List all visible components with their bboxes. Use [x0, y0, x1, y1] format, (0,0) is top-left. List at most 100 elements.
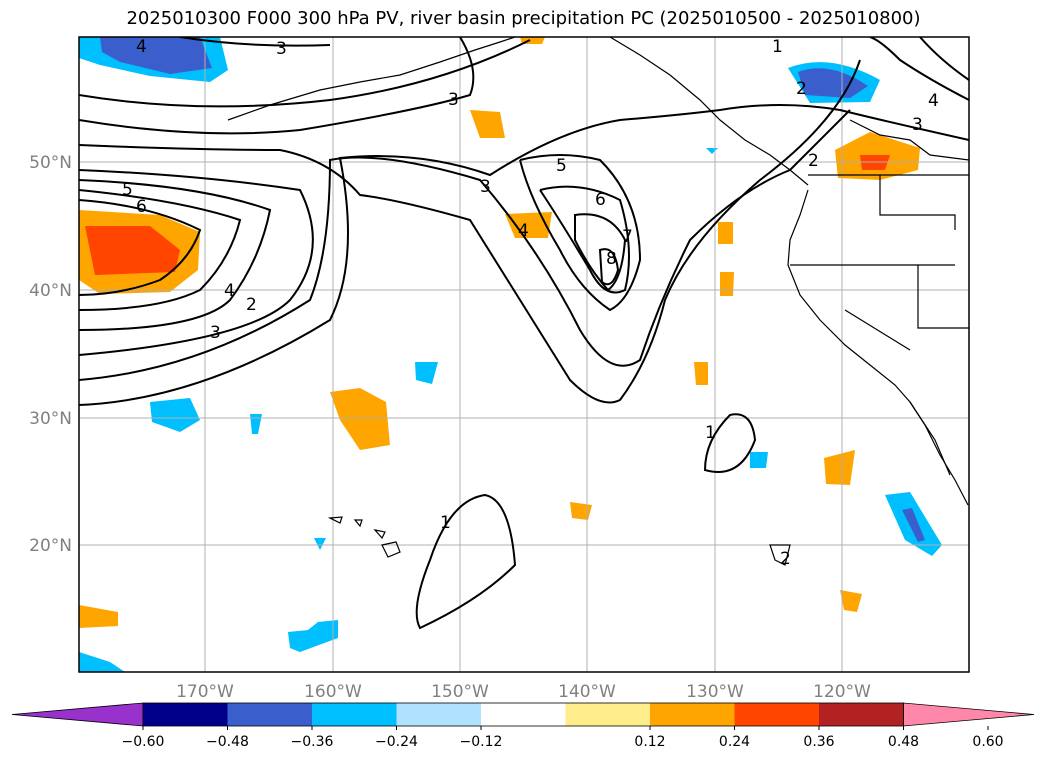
contour-label: 2: [796, 79, 807, 99]
colorbar-segment: [734, 703, 820, 726]
pv-contour-line: [179, 37, 331, 47]
contour-label: 7: [622, 227, 633, 247]
colorbar-tick-label: −0.12: [460, 734, 503, 750]
pv-contour-line: [79, 199, 202, 296]
precip-negative-area: [750, 452, 768, 468]
colorbar-extend-high: [903, 702, 1035, 727]
precip-positive-area: [824, 450, 855, 485]
colorbar-tick-label: 0.24: [719, 734, 750, 750]
precip-positive-area: [694, 362, 708, 385]
precip-positive-area: [840, 590, 862, 612]
lat-label: 20°N: [29, 536, 72, 556]
colorbar-tick-label: 0.12: [634, 734, 665, 750]
alaska-panhandle-coast: [609, 37, 809, 186]
pv-contour-line: [79, 104, 969, 406]
map-frame: [78, 36, 970, 673]
colorbar-segment: [650, 703, 735, 726]
contour-label: 3: [448, 90, 459, 110]
hawaii-islands: [327, 516, 401, 558]
precip-positive-area: [720, 272, 734, 296]
pv-contour-line: [79, 179, 272, 331]
colorbar-labels: −0.60 −0.48 −0.36 −0.24 −0.12 0.12 0.24 0.36 0.4…: [122, 734, 1004, 750]
lon-label: 120°W: [813, 682, 871, 702]
precip-negative-area: [415, 362, 438, 384]
state-border: [844, 309, 911, 351]
contour-label: 6: [595, 190, 606, 210]
lon-label: 160°W: [304, 682, 362, 702]
contour-label: 1: [705, 423, 716, 443]
pv-contour-line: [79, 39, 531, 108]
contour-label: 5: [556, 156, 567, 176]
pv-contour-line: [919, 37, 969, 81]
colorbar-segment: [481, 703, 566, 726]
precip-negative-area: [150, 398, 200, 432]
precip-negative-area: [79, 652, 125, 672]
contour-label: 1: [772, 37, 783, 57]
colorbar-segment: [396, 703, 482, 726]
colorbar-segment: [312, 703, 397, 726]
pv-contour-line: [598, 248, 620, 286]
precip-negative-area: [314, 538, 326, 550]
lon-label: 130°W: [686, 682, 744, 702]
contour-label: 2: [246, 295, 257, 315]
precip-positive-area: [330, 388, 390, 450]
lat-label: 50°N: [29, 153, 72, 173]
state-border: [879, 175, 956, 230]
baja-coast: [909, 401, 951, 476]
colorbar-extend-low: [11, 702, 144, 727]
colorbar-segment: [227, 703, 313, 726]
colorbar-segment: [819, 703, 904, 726]
colorbar-segment: [565, 703, 651, 726]
coast-bc: [849, 119, 969, 161]
lon-label: 170°W: [176, 682, 234, 702]
precip-negative-area: [250, 414, 262, 434]
precip-negative-area: [288, 620, 338, 652]
lat-label: 30°N: [29, 409, 72, 429]
contour-label: 2: [780, 549, 791, 569]
colorbar-tick-label: −0.60: [122, 734, 165, 750]
colorbar-tick-label: 0.36: [803, 734, 834, 750]
lon-label: 140°W: [558, 682, 616, 702]
precip-positive-area: [79, 605, 118, 628]
pv-contour-line: [703, 413, 757, 473]
contour-label: 4: [136, 37, 147, 57]
pv-contour-line: [519, 154, 642, 312]
pv-contours: [79, 37, 969, 630]
pv-contour-line: [79, 189, 242, 311]
precip-positive-area: [718, 222, 733, 244]
contour-label: 3: [210, 323, 221, 343]
pv-contour-line: [539, 185, 630, 294]
contour-label: 4: [928, 91, 939, 111]
precip-negative-core: [100, 37, 212, 74]
colorbar-tick-label: 0.48: [888, 734, 919, 750]
map-title: 2025010300 F000 300 hPa PV, river basin …: [126, 8, 921, 29]
contour-label: 2: [808, 151, 819, 171]
precip-positive-core: [85, 226, 180, 275]
colorbar-tick-label: 0.60: [972, 734, 1003, 750]
us-west-coast: [787, 189, 969, 506]
colorbar-tick-label: −0.48: [206, 734, 249, 750]
colorbar-frame: [142, 702, 904, 727]
contour-label: 3: [912, 115, 923, 135]
contour-label: 3: [276, 39, 287, 59]
lat-label: 40°N: [29, 281, 72, 301]
island: [769, 544, 791, 566]
pv-contour-line: [415, 493, 517, 630]
pv-contour-line: [79, 169, 314, 356]
precip-positive-area: [570, 502, 592, 520]
pv-contour-line: [574, 213, 627, 292]
precip-positive-area: [505, 212, 552, 238]
precip-negative-core: [902, 508, 925, 542]
state-border: [917, 265, 969, 329]
contour-label: 1: [440, 513, 451, 533]
pv-contour-line: [869, 37, 969, 101]
contour-label: 5: [122, 180, 133, 200]
precip-negative-area: [706, 148, 718, 154]
contour-label: 8: [606, 249, 617, 269]
alaska-coast: [227, 37, 516, 121]
contour-labels: 4 3 1 3 2 4 3 5 6 3 4 2 3 5 6 7 8 4 2 1 …: [122, 37, 939, 569]
pv-contour-line: [79, 59, 861, 404]
contour-label: 4: [518, 221, 529, 241]
precip-negative-core: [798, 68, 868, 98]
